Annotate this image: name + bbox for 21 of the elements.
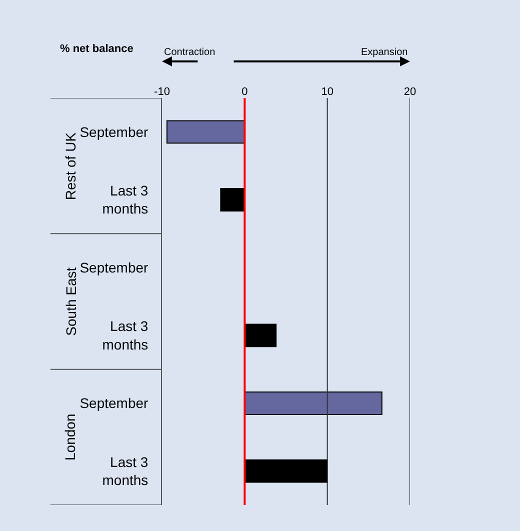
y-tick-label: Last 3 months xyxy=(102,182,148,217)
y-tick-label: September xyxy=(80,124,149,140)
bar xyxy=(244,324,277,348)
bar xyxy=(244,392,382,415)
y-tick-label: Last 3 months xyxy=(102,318,148,352)
text: London xyxy=(62,414,78,460)
text: South East xyxy=(62,267,79,336)
text: Expansion xyxy=(361,47,408,58)
x-tick-label: 10 xyxy=(321,86,334,98)
y-tick-label: September xyxy=(80,395,149,412)
text: Rest of UK xyxy=(62,132,78,200)
y-tick-label: September xyxy=(80,259,149,276)
bar xyxy=(244,459,328,483)
text: Contraction xyxy=(164,47,216,58)
y-axis-title: % net balance xyxy=(60,43,134,55)
bar xyxy=(166,120,246,144)
bar xyxy=(220,188,246,212)
y-tick-label: Last 3 months xyxy=(102,454,148,488)
x-tick-label: -10 xyxy=(154,86,170,98)
x-tick-label: 0 xyxy=(242,86,248,98)
x-tick-label: 20 xyxy=(404,86,416,98)
